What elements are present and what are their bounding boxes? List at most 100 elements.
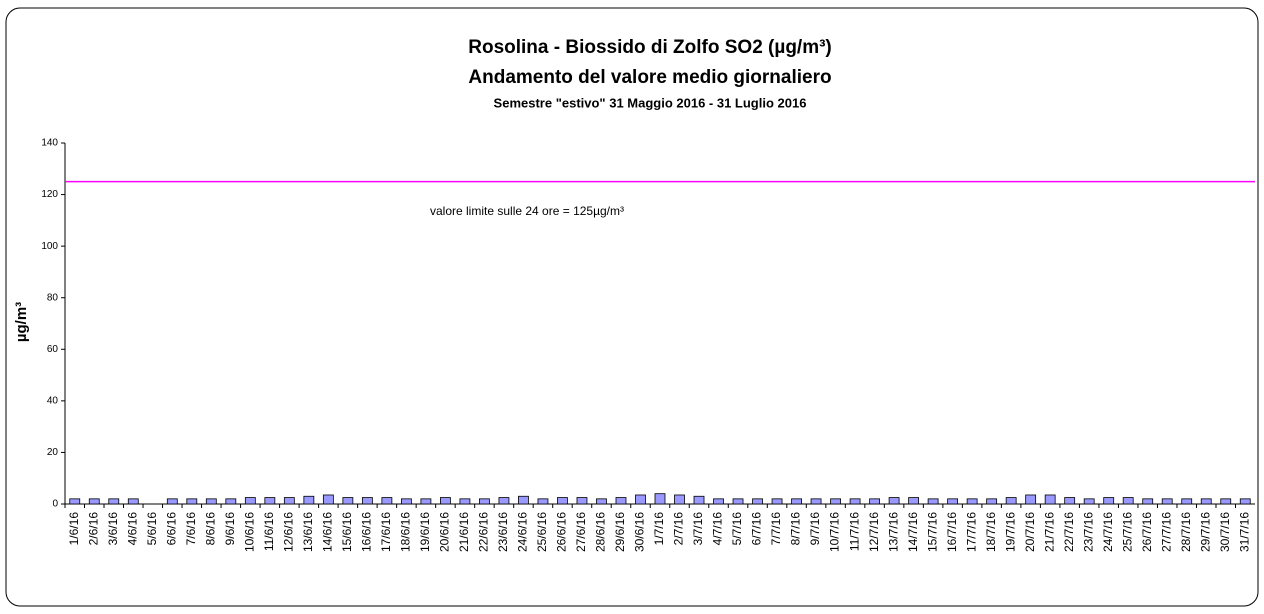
bar — [596, 498, 607, 505]
x-tick-label: 24/6/16 — [516, 512, 530, 552]
x-tick-label: 1/7/16 — [652, 512, 666, 546]
bar — [732, 498, 744, 505]
x-tick-label: 20/6/16 — [438, 512, 452, 552]
bar — [1181, 498, 1193, 505]
bar — [615, 497, 627, 505]
bar — [108, 498, 120, 505]
bar — [888, 497, 900, 505]
chart-subtitle: Semestre "estivo" 31 Maggio 2016 - 31 Lu… — [494, 95, 807, 110]
bar — [400, 498, 412, 505]
x-tick-label: 6/6/16 — [164, 512, 178, 546]
bar — [713, 498, 724, 505]
y-tick-label: 0 — [52, 499, 58, 510]
x-tick-label: 30/6/16 — [633, 512, 647, 552]
bar — [927, 498, 939, 505]
bar — [264, 497, 276, 505]
limit-annotation: valore limite sulle 24 ore = 125µg/m³ — [430, 204, 624, 218]
x-tick-label: 17/6/16 — [379, 512, 393, 552]
x-tick-label: 30/7/16 — [1218, 512, 1232, 552]
bar — [440, 497, 451, 505]
bar — [1122, 497, 1134, 505]
x-tick-label: 2/7/16 — [672, 512, 686, 546]
bar — [1220, 498, 1232, 505]
x-tick-label: 9/6/16 — [223, 512, 237, 546]
x-tick-label: 21/6/16 — [457, 512, 471, 552]
x-tick-label: 15/7/16 — [925, 512, 939, 552]
bar — [127, 498, 139, 505]
x-tick-label: 13/6/16 — [301, 512, 315, 552]
bar — [69, 498, 81, 505]
x-tick-label: 9/7/16 — [808, 512, 822, 546]
x-tick-label: 3/7/16 — [691, 512, 705, 546]
bar — [771, 498, 783, 505]
bar — [986, 498, 998, 505]
x-tick-label: 26/6/16 — [555, 512, 569, 552]
x-tick-label: 28/6/16 — [594, 512, 608, 552]
x-tick-label: 18/7/16 — [984, 512, 998, 552]
x-tick-label: 22/6/16 — [477, 512, 491, 552]
bar — [752, 498, 763, 505]
x-tick-label: 25/6/16 — [535, 512, 549, 552]
bar — [1083, 498, 1095, 505]
x-tick-label: 23/7/16 — [1081, 512, 1095, 552]
bar — [1239, 498, 1251, 505]
bar — [830, 498, 841, 505]
bar — [88, 498, 100, 505]
bar — [205, 498, 217, 505]
bar — [674, 494, 685, 505]
x-tick-label: 28/7/16 — [1179, 512, 1193, 552]
bar — [1200, 498, 1212, 505]
x-tick-label: 12/7/16 — [867, 512, 881, 552]
x-tick-label: 11/6/16 — [262, 512, 276, 551]
x-tick-label: 22/7/16 — [1062, 512, 1076, 552]
bar — [966, 498, 978, 505]
y-tick-label: 80 — [47, 292, 59, 303]
x-tick-label: 27/7/16 — [1159, 512, 1173, 552]
y-tick-label: 140 — [41, 138, 58, 149]
bar — [1103, 497, 1115, 505]
bar — [576, 497, 588, 505]
bar — [1161, 498, 1173, 505]
bar — [810, 498, 822, 505]
x-tick-label: 18/6/16 — [399, 512, 413, 552]
bar — [654, 493, 666, 505]
bar — [1064, 497, 1076, 505]
x-tick-label: 14/7/16 — [906, 512, 920, 552]
x-tick-label: 1/6/16 — [67, 512, 81, 546]
bar — [908, 497, 920, 505]
bar — [479, 498, 490, 505]
bar — [1044, 494, 1056, 505]
bar — [635, 494, 646, 505]
bar — [1142, 498, 1154, 505]
bar — [186, 498, 198, 505]
x-tick-label: 10/6/16 — [242, 512, 256, 552]
y-tick-label: 120 — [41, 189, 58, 200]
x-tick-label: 7/7/16 — [769, 512, 783, 546]
y-tick-label: 60 — [47, 344, 59, 355]
bar — [459, 498, 471, 505]
x-tick-label: 26/7/16 — [1140, 512, 1154, 552]
y-tick-label: 100 — [41, 241, 58, 252]
x-tick-label: 27/6/16 — [574, 512, 588, 552]
x-tick-label: 5/6/16 — [145, 512, 159, 546]
bar — [869, 498, 880, 505]
x-tick-label: 10/7/16 — [828, 512, 842, 552]
bar — [537, 498, 549, 505]
bar — [791, 498, 802, 505]
bar — [1005, 497, 1017, 505]
x-tick-label: 20/7/16 — [1023, 512, 1037, 552]
bar — [693, 495, 705, 505]
bar — [498, 497, 510, 505]
bar — [322, 494, 334, 505]
x-tick-label: 29/6/16 — [613, 512, 627, 552]
x-tick-label: 23/6/16 — [496, 512, 510, 552]
x-tick-label: 17/7/16 — [964, 512, 978, 552]
x-tick-label: 6/7/16 — [750, 512, 764, 546]
y-tick-label: 20 — [47, 447, 59, 458]
x-tick-label: 19/7/16 — [1003, 512, 1017, 552]
bar — [342, 497, 354, 505]
bar — [303, 495, 315, 505]
x-tick-label: 25/7/16 — [1120, 512, 1134, 552]
y-tick-label: 40 — [47, 395, 59, 406]
